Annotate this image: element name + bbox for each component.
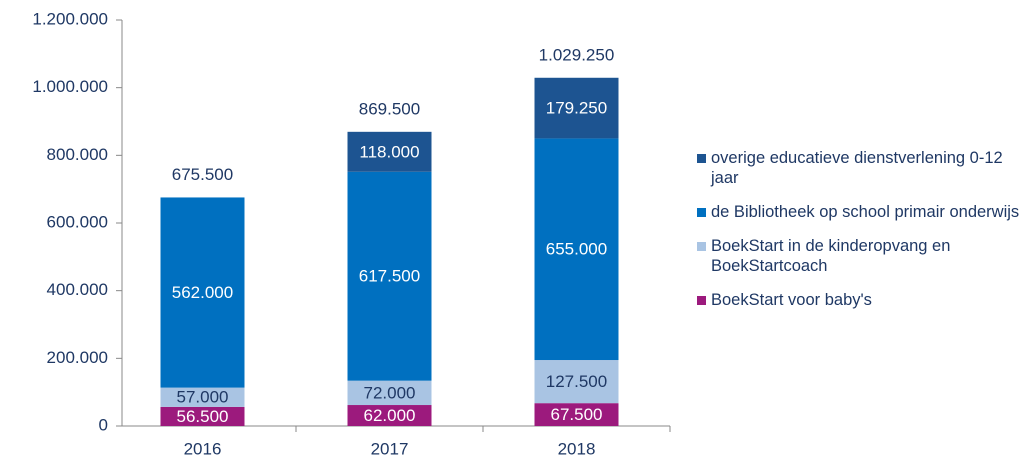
value-label: 179.250: [546, 99, 607, 118]
value-label: 62.000: [364, 406, 416, 425]
bar-segment: [347, 171, 432, 381]
y-tick-label: 1.000.000: [32, 77, 108, 96]
value-label: 562.000: [172, 283, 233, 302]
legend-swatch: [697, 296, 706, 305]
y-tick-label: 200.000: [47, 348, 108, 367]
legend-item: de Bibliotheek op school primair onderwi…: [697, 202, 1022, 222]
bar-segment: [160, 406, 245, 426]
legend-swatch: [697, 242, 706, 251]
legend-label: de Bibliotheek op school primair onderwi…: [711, 203, 1020, 221]
value-label: 56.500: [177, 407, 229, 426]
legend-item: BoekStart in de kinderopvang en BoekStar…: [697, 236, 1022, 276]
legend-swatch: [697, 154, 706, 163]
y-tick-label: 0: [99, 415, 108, 434]
x-tick-label: 2016: [184, 439, 222, 458]
y-tick-label: 400.000: [47, 280, 108, 299]
value-label: 118.000: [359, 142, 419, 161]
bar-segment: [160, 387, 245, 407]
legend-label: BoekStart voor baby's: [711, 291, 872, 309]
bar-segment: [534, 403, 619, 426]
bar-segment: [534, 138, 619, 361]
value-label: 655.000: [546, 240, 607, 259]
total-label: 675.500: [172, 165, 233, 184]
total-label: 869.500: [359, 99, 420, 118]
bar-segment: [347, 131, 432, 172]
legend-label: BoekStart in de kinderopvang en BoekStar…: [711, 237, 951, 275]
legend: overige educatieve dienstverlening 0-12 …: [697, 148, 1022, 324]
y-tick-label: 600.000: [47, 212, 108, 231]
value-label: 72.000: [364, 383, 416, 402]
legend-swatch: [697, 208, 706, 217]
bar-segment: [347, 405, 432, 426]
bar-segment: [534, 360, 619, 404]
x-tick-label: 2017: [371, 439, 409, 458]
total-label: 1.029.250: [539, 45, 615, 64]
bar-segment: [160, 197, 245, 388]
legend-item: BoekStart voor baby's: [697, 290, 1022, 310]
y-tick-label: 800.000: [47, 145, 108, 164]
legend-label: overige educatieve dienstverlening 0-12 …: [711, 149, 1003, 187]
bar-segment: [534, 77, 619, 139]
value-label: 57.000: [177, 388, 229, 407]
bar-segment: [347, 380, 432, 406]
y-tick-label: 1.200.000: [32, 9, 108, 28]
x-tick-label: 2018: [558, 439, 596, 458]
value-label: 127.500: [546, 372, 607, 391]
value-label: 67.500: [551, 405, 603, 424]
legend-item: overige educatieve dienstverlening 0-12 …: [697, 148, 1022, 188]
value-label: 617.500: [359, 267, 420, 286]
